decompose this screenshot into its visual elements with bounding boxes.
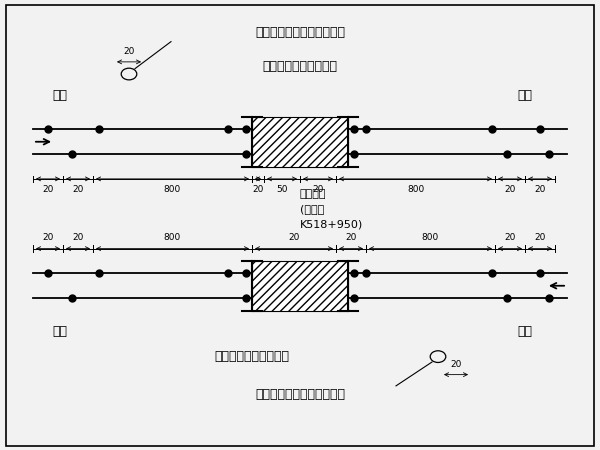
Text: 20: 20 xyxy=(505,185,515,194)
Text: 800: 800 xyxy=(164,233,181,242)
Text: 20: 20 xyxy=(289,233,299,242)
Text: 移动停车信号牌（灯）: 移动停车信号牌（灯） xyxy=(215,350,290,363)
Text: 响墩: 响墩 xyxy=(53,89,67,102)
Text: 20: 20 xyxy=(451,360,461,369)
Text: 20: 20 xyxy=(253,185,263,194)
Text: 20: 20 xyxy=(43,185,53,194)
Text: 移动停车信号牌（灯）: 移动停车信号牌（灯） xyxy=(263,60,337,73)
Text: 施工地点
(沪昆线
K518+950): 施工地点 (沪昆线 K518+950) xyxy=(300,189,363,229)
Text: 20: 20 xyxy=(313,185,323,194)
Text: 响墩: 响墩 xyxy=(517,325,533,338)
Text: 20: 20 xyxy=(124,47,134,56)
Text: 20: 20 xyxy=(535,185,545,194)
Text: 800: 800 xyxy=(407,185,424,194)
Bar xyxy=(252,261,348,310)
Text: 显示停车手信号的防护人员: 显示停车手信号的防护人员 xyxy=(255,388,345,401)
Text: 20: 20 xyxy=(346,233,356,242)
Text: 响墩: 响墩 xyxy=(517,89,533,102)
Text: 20: 20 xyxy=(535,233,545,242)
Text: 显示停车手信号的防护人员: 显示停车手信号的防护人员 xyxy=(255,26,345,39)
Text: 800: 800 xyxy=(422,233,439,242)
Text: 50: 50 xyxy=(276,185,288,194)
Text: 响墩: 响墩 xyxy=(53,325,67,338)
Text: 800: 800 xyxy=(164,185,181,194)
Text: 20: 20 xyxy=(505,233,515,242)
Bar xyxy=(252,117,348,166)
Text: 20: 20 xyxy=(73,233,83,242)
Text: 20: 20 xyxy=(43,233,53,242)
Text: 20: 20 xyxy=(73,185,83,194)
